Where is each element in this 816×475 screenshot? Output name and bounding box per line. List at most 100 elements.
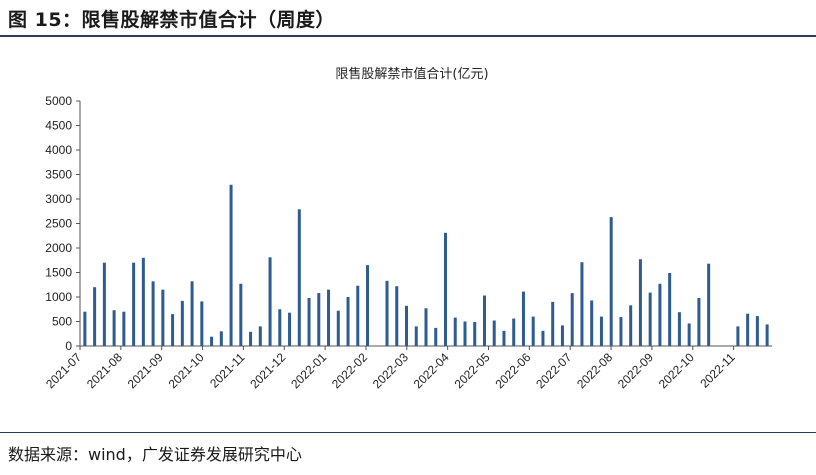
x-tick-label: 2022-05 <box>452 350 493 391</box>
x-tick-label: 2022-07 <box>533 350 574 391</box>
y-tick-label: 4000 <box>45 143 72 157</box>
x-tick-label: 2022-09 <box>615 350 656 391</box>
y-tick-label: 2000 <box>45 241 72 255</box>
x-tick-label: 2022-02 <box>329 350 370 391</box>
chart-title: 限售股解禁市值合计(亿元) <box>335 66 488 82</box>
bar <box>327 289 331 346</box>
bar <box>307 297 311 346</box>
bar <box>366 265 370 346</box>
bar <box>482 295 486 346</box>
bar <box>249 331 253 346</box>
bar <box>512 318 516 346</box>
bar <box>531 316 535 346</box>
bar <box>395 286 399 346</box>
bar <box>219 331 223 346</box>
bar <box>736 326 740 346</box>
x-tick-label: 2022-04 <box>411 350 452 391</box>
x-tick-label: 2022-03 <box>370 350 411 391</box>
bar <box>141 257 145 346</box>
bar <box>239 283 243 346</box>
bar <box>619 317 623 346</box>
bar <box>210 336 214 346</box>
bar <box>200 301 204 346</box>
bar <box>551 301 555 346</box>
y-tick-label: 500 <box>52 315 72 329</box>
x-tick-label: 2022-06 <box>492 350 533 391</box>
bottom-divider <box>0 432 816 433</box>
bar <box>151 281 155 346</box>
bar <box>765 324 769 346</box>
bar <box>502 330 506 346</box>
bar <box>463 321 467 346</box>
bar <box>336 310 340 346</box>
x-tick-label: 2022-11 <box>697 350 738 391</box>
bar <box>707 263 711 346</box>
bar <box>697 297 701 346</box>
bar <box>356 285 360 346</box>
bar <box>180 300 184 346</box>
bar <box>629 305 633 346</box>
bar <box>317 293 321 346</box>
source-note: 数据来源：wind，广发证券发展研究中心 <box>8 445 302 464</box>
bar <box>570 293 574 346</box>
chart-bars <box>83 184 769 346</box>
x-tick-label: 2021-09 <box>125 350 166 391</box>
bar <box>414 326 418 346</box>
x-tick-labels: 2021-07 2021-08 2021-09 2021-10 2021-11 2021-… <box>43 350 738 391</box>
x-tick-label: 2021-07 <box>43 350 84 391</box>
bar <box>668 272 672 346</box>
bar <box>161 289 165 346</box>
chart-axes <box>76 100 772 350</box>
bar <box>122 311 126 346</box>
bar <box>638 259 642 346</box>
bar <box>288 312 292 346</box>
bar <box>112 310 116 346</box>
bar <box>297 209 301 346</box>
bar <box>541 330 545 346</box>
x-tick-label: 2021-08 <box>84 350 125 391</box>
figure-title: 图 15：限售股解禁市值合计（周度） <box>8 9 336 31</box>
bar <box>609 217 613 346</box>
y-tick-labels: 0 500 1000 1500 2000 2500 3000 3500 4000 4500 5000 <box>45 94 72 353</box>
bar <box>746 313 750 346</box>
y-tick-label: 1000 <box>45 290 72 304</box>
bar <box>424 308 428 346</box>
bar <box>658 283 662 346</box>
top-divider <box>0 35 816 37</box>
bar <box>599 316 603 346</box>
bar <box>687 323 691 346</box>
bar <box>492 320 496 346</box>
y-tick-label: 1500 <box>45 266 72 280</box>
x-tick-label: 2021-11 <box>207 350 248 391</box>
y-tick-label: 5000 <box>45 94 72 108</box>
y-tick-label: 3000 <box>45 192 72 206</box>
bar <box>521 291 525 346</box>
bar <box>405 305 409 346</box>
y-tick-label: 4500 <box>45 119 72 133</box>
x-tick-label: 2022-08 <box>574 350 615 391</box>
x-tick-label: 2022-10 <box>656 350 697 391</box>
bar <box>190 281 194 346</box>
bar <box>453 317 457 346</box>
bar <box>258 326 262 346</box>
x-tick-label: 2022-01 <box>288 350 329 391</box>
bar <box>268 257 272 346</box>
bar <box>83 311 87 346</box>
bar <box>648 292 652 346</box>
bar <box>590 300 594 346</box>
bar <box>93 287 97 346</box>
bar <box>229 184 233 346</box>
x-tick-label: 2021-10 <box>166 350 207 391</box>
bar <box>677 312 681 346</box>
bar <box>278 309 282 346</box>
bar-chart: 限售股解禁市值合计(亿元) 2021-07 2021-08 2021-09 2021-… <box>43 66 772 391</box>
x-tick-label: 2021-12 <box>247 350 288 391</box>
bar <box>346 297 350 346</box>
y-tick-label: 0 <box>65 339 72 353</box>
bar <box>102 262 106 346</box>
bar <box>560 325 564 346</box>
bar <box>171 314 175 346</box>
bar <box>755 316 759 346</box>
bar <box>132 262 136 346</box>
bar <box>385 280 389 346</box>
